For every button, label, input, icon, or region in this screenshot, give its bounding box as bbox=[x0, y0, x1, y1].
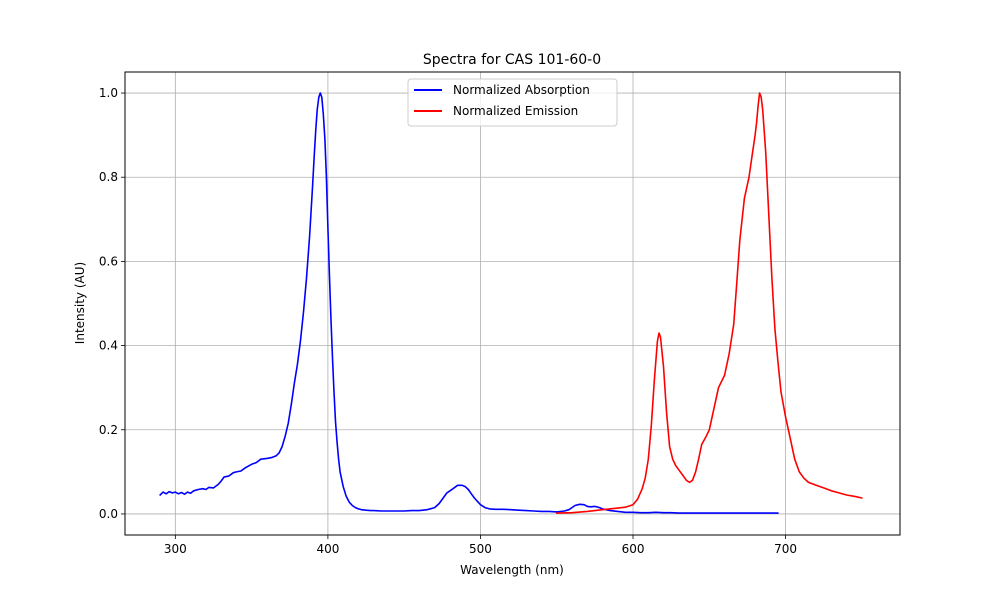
legend-box bbox=[407, 78, 618, 127]
plot-frame bbox=[124, 71, 901, 536]
y-tick-label: 0.4 bbox=[99, 339, 118, 353]
series-layer bbox=[159, 92, 863, 514]
emission-series-line bbox=[555, 92, 863, 514]
absorption-series-line bbox=[159, 92, 779, 514]
y-axis-ticks: 0.0 0.2 0.4 0.6 0.8 1.0 bbox=[99, 86, 125, 521]
y-tick-label: 0.0 bbox=[99, 507, 118, 521]
x-axis-ticks: 300 400 500 600 700 bbox=[164, 535, 797, 556]
x-tick-label: 300 bbox=[164, 542, 187, 556]
legend-label-absorption: Normalized Absorption bbox=[453, 83, 590, 97]
x-axis-label: Wavelength (nm) bbox=[460, 563, 564, 577]
legend: Normalized Absorption Normalized Emissio… bbox=[407, 78, 618, 127]
y-tick-label: 0.2 bbox=[99, 423, 118, 437]
y-tick-label: 1.0 bbox=[99, 86, 118, 100]
y-tick-label: 0.6 bbox=[99, 254, 118, 268]
y-axis-label: Intensity (AU) bbox=[73, 262, 87, 344]
x-tick-label: 400 bbox=[316, 542, 339, 556]
y-tick-label: 0.8 bbox=[99, 170, 118, 184]
legend-label-emission: Normalized Emission bbox=[453, 104, 578, 118]
chart-title: Spectra for CAS 101-60-0 bbox=[423, 52, 601, 68]
x-tick-label: 500 bbox=[469, 542, 492, 556]
x-tick-label: 700 bbox=[774, 542, 797, 556]
x-tick-label: 600 bbox=[622, 542, 645, 556]
plot-area bbox=[125, 72, 900, 535]
